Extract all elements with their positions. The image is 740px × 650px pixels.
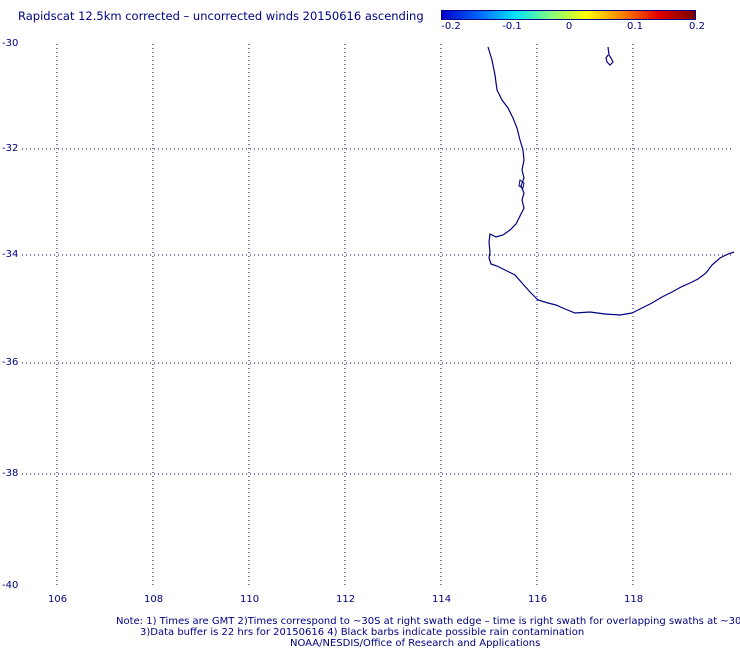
lon-label: 114 [432,594,452,605]
lon-label: 112 [336,594,356,605]
lon-label: 110 [240,594,260,605]
footnote-line-2: 3)Data buffer is 22 hrs for 20150616 4) … [140,627,585,638]
longitude-gridlines [56,44,634,586]
colorbar-tick-label: -0.1 [502,21,522,32]
latitude-gridlines [22,148,734,475]
lat-label: -34 [2,249,19,260]
island [605,46,614,66]
footnote-line-1: Note: 1) Times are GMT 2)Times correspon… [116,616,740,627]
estuary [518,179,525,189]
lat-label: -32 [2,143,19,154]
color-scale-bar [441,10,696,20]
colorbar-tick-label: 0 [565,21,573,32]
lat-label: -30 [2,38,19,49]
colorbar-tick-label: 0.2 [689,21,705,32]
footnote-line-3: NOAA/NESDIS/Office of Research and Appli… [290,638,541,649]
lon-label: 118 [624,594,644,605]
lat-label: -40 [2,580,19,591]
lon-label: 106 [48,594,68,605]
colorbar-tick-label: -0.2 [441,21,461,32]
colorbar-tick-label: 0.1 [627,21,643,32]
lat-label: -38 [2,468,19,479]
lon-label: 116 [528,594,548,605]
map-title: Rapidscat 12.5km corrected – uncorrected… [18,9,424,23]
coastline [487,46,735,316]
lat-label: -36 [2,357,19,368]
lon-label: 108 [144,594,164,605]
